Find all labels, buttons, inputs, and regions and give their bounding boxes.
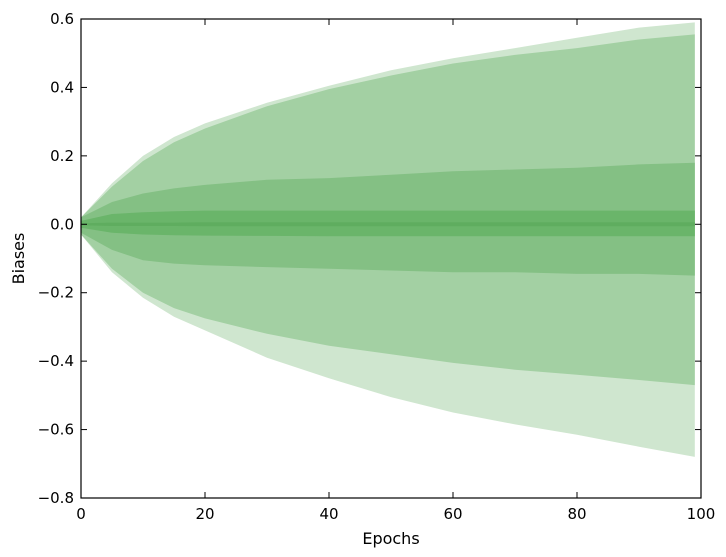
y-tick-label: 0.6 (50, 10, 74, 28)
plot-frame (80, 18, 702, 499)
y-tick-label: −0.8 (38, 489, 74, 507)
x-tick-label: 40 (319, 505, 338, 523)
y-tick-label: 0.2 (50, 147, 74, 165)
x-tick-label: 60 (443, 505, 462, 523)
x-tick-label: 100 (687, 505, 716, 523)
y-tick-label: 0.0 (50, 215, 74, 233)
x-tick-label: 20 (195, 505, 214, 523)
y-axis-label: Biases (9, 233, 28, 285)
band-5 (81, 222, 695, 227)
x-tick-label: 80 (567, 505, 586, 523)
band-layer (81, 22, 695, 457)
y-tick-label: 0.4 (50, 78, 74, 96)
y-tick-label: −0.4 (38, 352, 74, 370)
x-axis-label: Epochs (362, 529, 419, 548)
y-tick-label: −0.6 (38, 421, 74, 439)
x-tick-label: 0 (76, 505, 86, 523)
y-tick-label: −0.2 (38, 284, 74, 302)
tick-layer: 0 20 40 60 80 100 −0.8 −0.6 −0.4 −0.2 0.0 0.2 0.4 0.6 (38, 10, 716, 523)
